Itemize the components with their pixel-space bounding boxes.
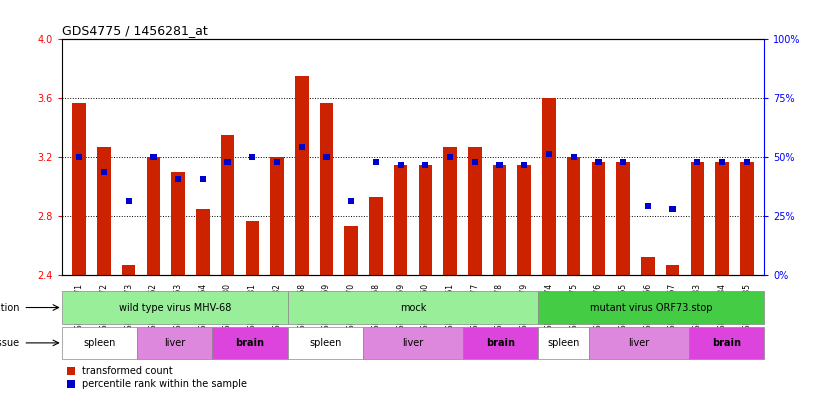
- Bar: [596, 159, 601, 165]
- Bar: [73, 103, 86, 275]
- Bar: [299, 144, 305, 150]
- Bar: [496, 162, 502, 167]
- Bar: [287, 292, 539, 323]
- Bar: [539, 327, 588, 359]
- Bar: [743, 159, 750, 165]
- Bar: [344, 226, 358, 275]
- Bar: [444, 147, 457, 275]
- Bar: [641, 257, 655, 275]
- Bar: [472, 159, 478, 165]
- Bar: [295, 76, 309, 275]
- Bar: [62, 292, 287, 323]
- Bar: [616, 162, 630, 275]
- Bar: [589, 327, 689, 359]
- Bar: [126, 198, 132, 204]
- Text: infection: infection: [0, 303, 20, 312]
- Bar: [274, 159, 280, 165]
- Bar: [539, 292, 764, 323]
- Bar: [620, 159, 626, 165]
- Bar: [270, 157, 284, 275]
- Bar: [287, 327, 363, 359]
- Text: brain: brain: [712, 338, 741, 348]
- Bar: [542, 98, 556, 275]
- Bar: [101, 169, 107, 175]
- Bar: [76, 154, 83, 160]
- Bar: [567, 157, 581, 275]
- Bar: [740, 162, 753, 275]
- Bar: [691, 162, 704, 275]
- Bar: [715, 162, 729, 275]
- Bar: [493, 165, 506, 275]
- Text: brain: brain: [487, 338, 515, 348]
- Bar: [689, 327, 764, 359]
- Text: spleen: spleen: [548, 338, 580, 348]
- Text: liver: liver: [628, 338, 649, 348]
- Bar: [175, 176, 181, 182]
- Bar: [419, 165, 432, 275]
- Bar: [369, 197, 382, 275]
- Bar: [521, 162, 527, 167]
- Bar: [122, 265, 135, 275]
- Bar: [463, 327, 539, 359]
- Bar: [719, 159, 725, 165]
- Bar: [97, 147, 111, 275]
- Text: mock: mock: [400, 303, 426, 312]
- Bar: [196, 209, 210, 275]
- Bar: [694, 159, 700, 165]
- Bar: [245, 220, 259, 275]
- Bar: [171, 172, 185, 275]
- Text: liver: liver: [402, 338, 424, 348]
- Bar: [517, 165, 531, 275]
- Text: tissue: tissue: [0, 338, 20, 348]
- Text: mutant virus ORF73.stop: mutant virus ORF73.stop: [590, 303, 713, 312]
- Bar: [137, 327, 212, 359]
- Bar: [249, 154, 255, 160]
- Bar: [363, 327, 463, 359]
- Bar: [666, 265, 679, 275]
- Bar: [348, 198, 354, 204]
- Text: spleen: spleen: [83, 338, 116, 348]
- Legend: transformed count, percentile rank within the sample: transformed count, percentile rank withi…: [67, 366, 247, 389]
- Bar: [546, 151, 552, 157]
- Bar: [591, 162, 605, 275]
- Text: wild type virus MHV-68: wild type virus MHV-68: [119, 303, 231, 312]
- Bar: [571, 154, 577, 160]
- Text: liver: liver: [164, 338, 185, 348]
- Bar: [394, 165, 407, 275]
- Bar: [468, 147, 482, 275]
- Bar: [324, 154, 330, 160]
- Bar: [147, 157, 160, 275]
- Bar: [62, 327, 137, 359]
- Text: brain: brain: [235, 338, 264, 348]
- Bar: [422, 162, 429, 167]
- Bar: [373, 159, 379, 165]
- Bar: [670, 206, 676, 212]
- Bar: [225, 159, 230, 165]
- Bar: [397, 162, 404, 167]
- Bar: [320, 103, 333, 275]
- Bar: [221, 135, 235, 275]
- Text: spleen: spleen: [309, 338, 341, 348]
- Text: GDS4775 / 1456281_at: GDS4775 / 1456281_at: [62, 24, 207, 37]
- Bar: [150, 154, 156, 160]
- Bar: [645, 203, 651, 209]
- Bar: [212, 327, 287, 359]
- Bar: [447, 154, 453, 160]
- Bar: [200, 176, 206, 182]
